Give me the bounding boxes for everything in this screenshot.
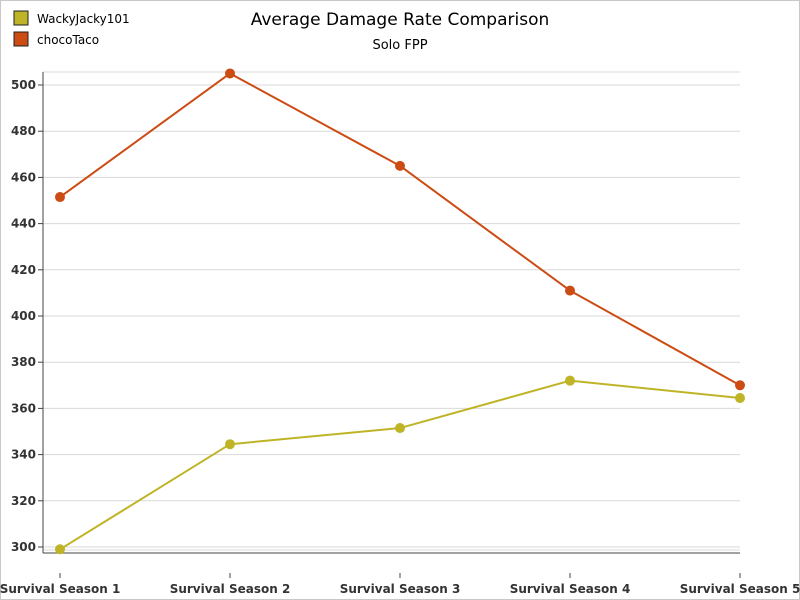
y-tick-label: 380 (11, 355, 36, 369)
y-tick-label: 440 (11, 217, 36, 231)
series (55, 68, 745, 555)
legend-item-chocotaco[interactable]: chocoTaco (13, 31, 99, 47)
series-chocotaco (55, 68, 745, 391)
data-point-chocotaco (735, 380, 745, 391)
x-tick-label: Survival Season 5 (680, 582, 800, 596)
y-tick-label: 300 (11, 540, 36, 554)
x-tick-label: Survival Season 4 (510, 582, 631, 596)
data-point-wackyjacky101 (55, 544, 65, 555)
chart-title: Average Damage Rate Comparison (251, 10, 550, 30)
y-tick-label: 340 (11, 448, 36, 462)
axes: 300 320 340 360 380 400 420 440 460 480 500 Surviva… (0, 72, 800, 596)
y-tick-label: 400 (11, 309, 36, 323)
legend-item-wackyjacky101[interactable]: WackyJacky101 (13, 10, 130, 26)
data-point-wackyjacky101 (565, 375, 575, 386)
y-tick-label: 480 (11, 124, 36, 138)
legend-label-wackyjacky101: WackyJacky101 (37, 12, 130, 26)
series-line-wackyjacky101 (59, 379, 741, 551)
data-point-wackyjacky101 (395, 423, 405, 434)
data-point-wackyjacky101 (225, 439, 235, 450)
y-tick-label: 500 (11, 78, 36, 92)
data-point-wackyjacky101 (735, 393, 745, 404)
data-point-chocotaco (565, 285, 575, 296)
y-tick-label: 460 (11, 170, 36, 184)
y-tick-label: 420 (11, 263, 36, 277)
series-wackyjacky101 (55, 375, 745, 555)
x-tick-label: Survival Season 1 (0, 582, 120, 596)
data-point-chocotaco (55, 192, 65, 203)
legend: WackyJacky101 chocoTaco (13, 10, 130, 47)
data-point-chocotaco (225, 68, 235, 79)
x-tick-label: Survival Season 3 (340, 582, 461, 596)
legend-swatch-wackyjacky101 (13, 10, 29, 26)
chart-subtitle: Solo FPP (372, 38, 427, 53)
data-point-chocotaco (395, 160, 405, 171)
legend-swatch-chocotaco (13, 31, 29, 47)
series-line-chocotaco (59, 72, 741, 387)
y-tick-label: 360 (11, 401, 36, 415)
x-tick-label: Survival Season 2 (170, 582, 291, 596)
legend-label-chocotaco: chocoTaco (37, 33, 99, 47)
grid (43, 71, 740, 551)
y-tick-label: 320 (11, 494, 36, 508)
